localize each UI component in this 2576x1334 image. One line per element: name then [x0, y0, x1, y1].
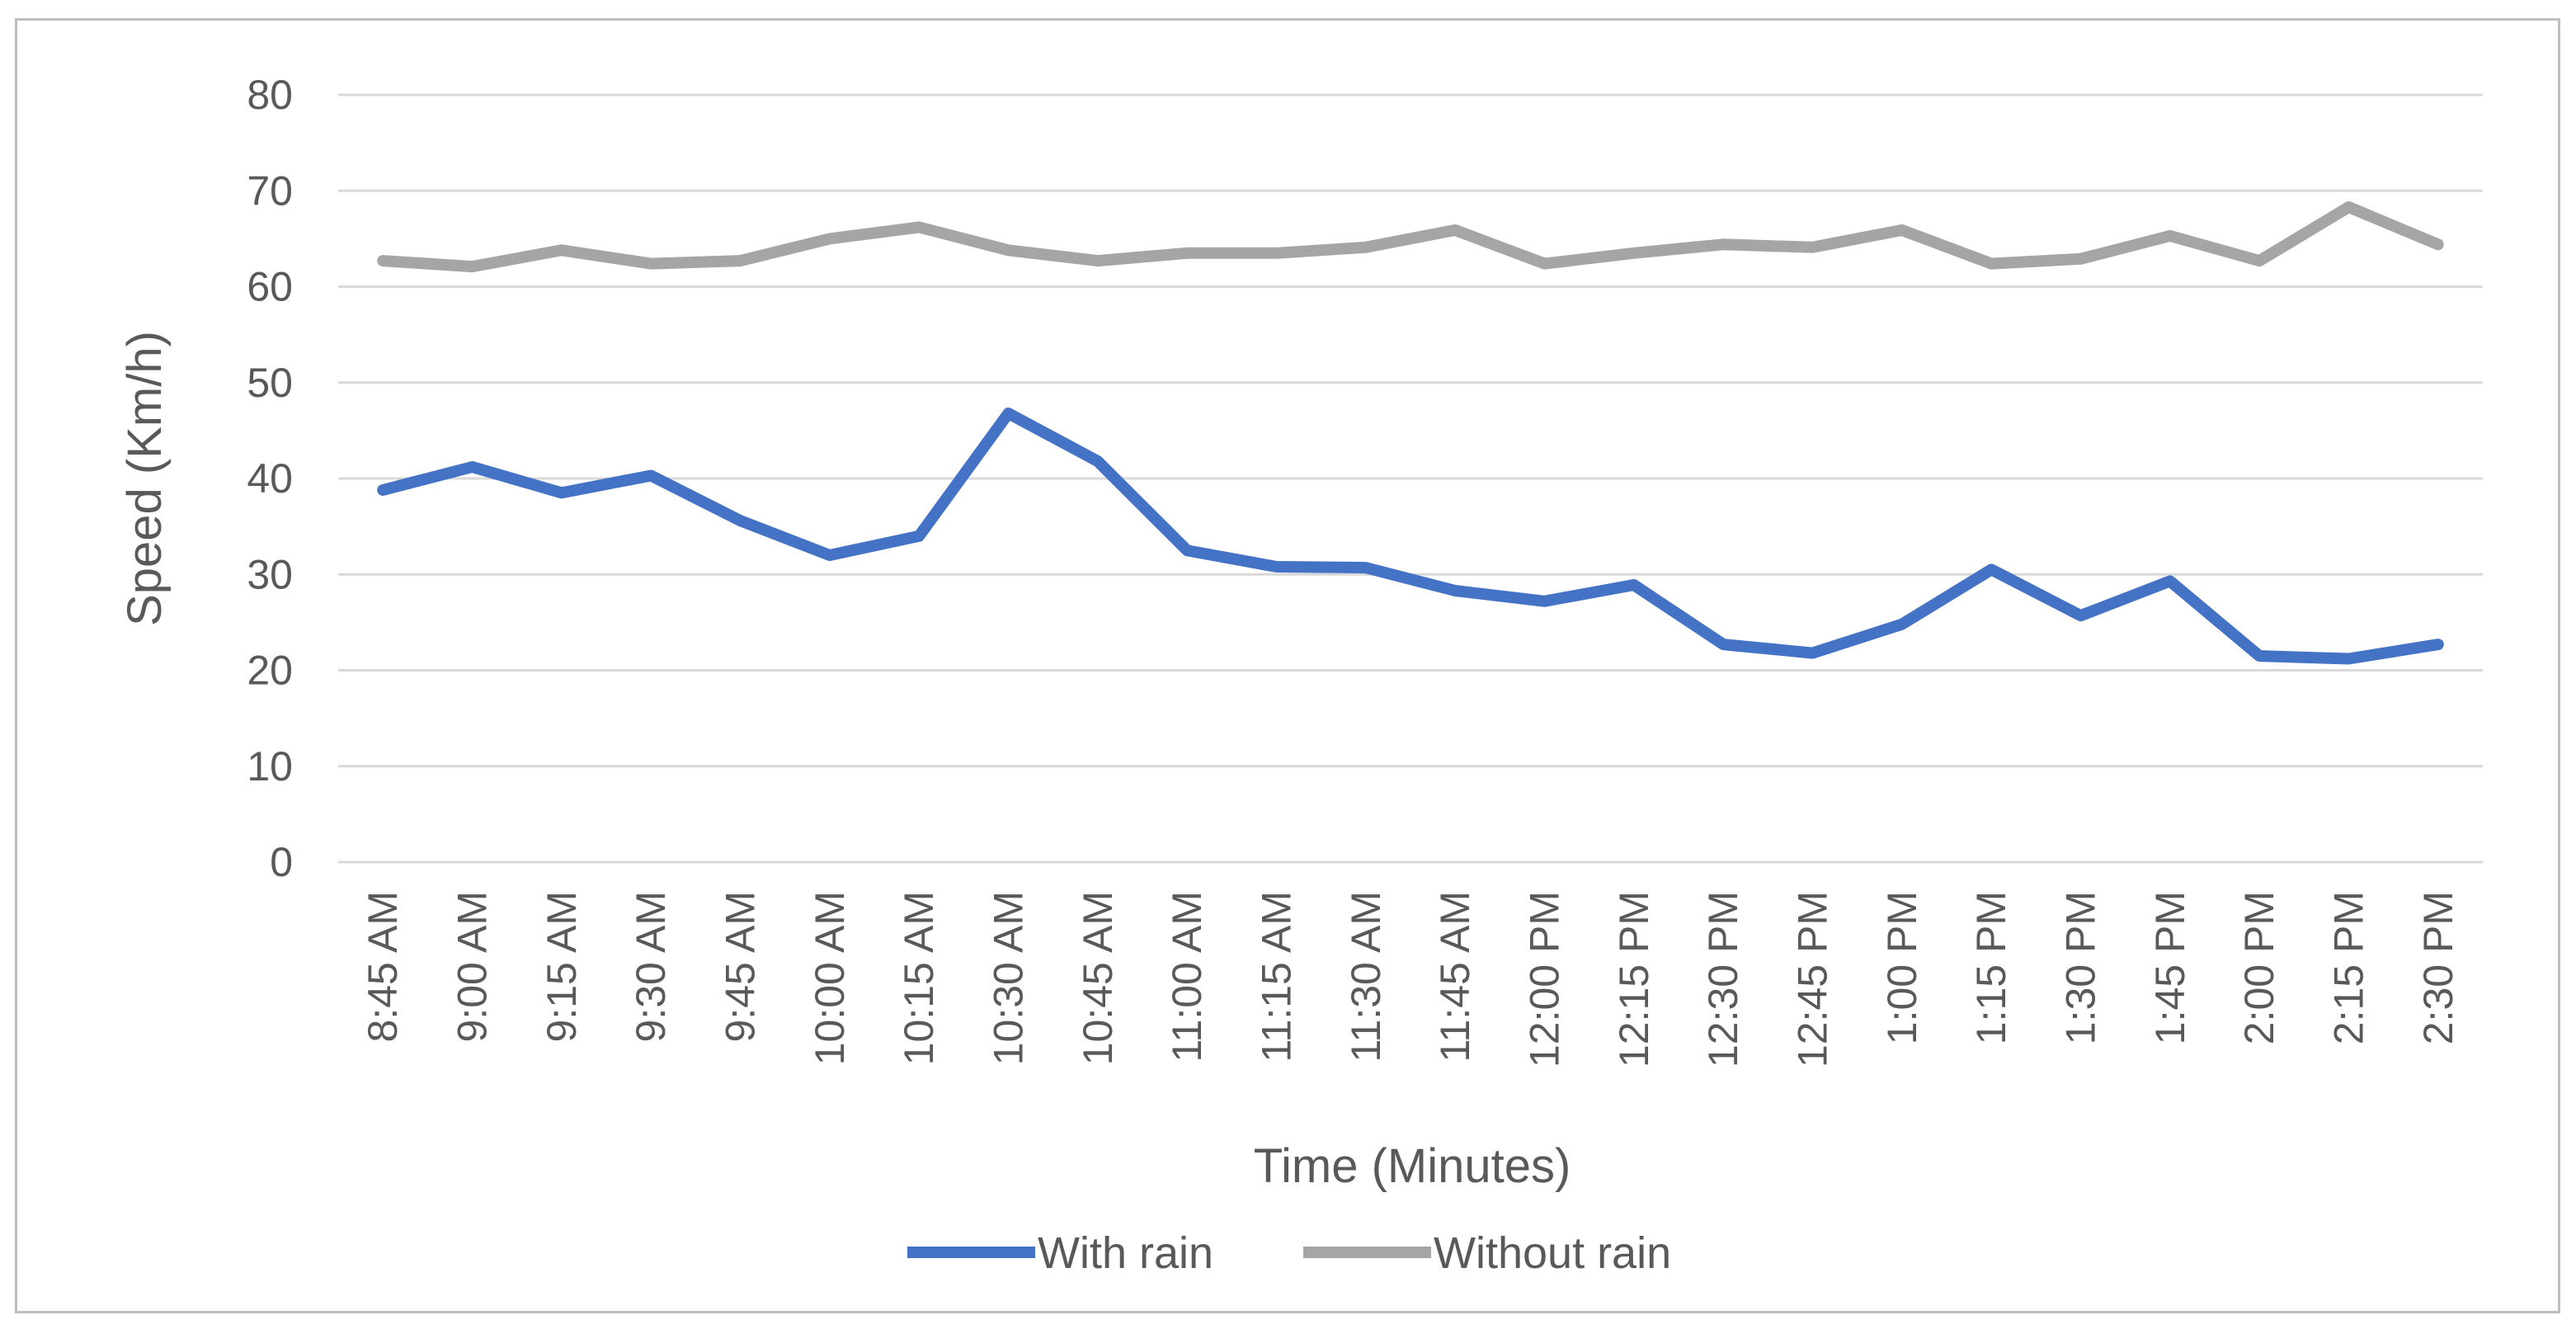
- legend-label-without-rain: Without rain: [1434, 1228, 1671, 1278]
- x-tick-label: 1:15 PM: [1968, 891, 2014, 1044]
- x-axis-title: Time (Minutes): [1254, 1139, 1571, 1193]
- x-tick-label: 10:45 AM: [1075, 891, 1121, 1065]
- x-tick-label: 12:45 PM: [1790, 891, 1836, 1068]
- y-axis-title: Speed (Km/h): [118, 331, 172, 626]
- legend: With rain Without rain: [907, 1228, 1671, 1278]
- x-tick-label: 11:30 AM: [1343, 891, 1389, 1063]
- y-tick-label-40: 40: [247, 455, 293, 502]
- y-tick-label-70: 70: [247, 167, 293, 214]
- x-tick-label: 12:00 PM: [1522, 891, 1568, 1068]
- y-tick-label-20: 20: [247, 648, 293, 694]
- x-tick-label: 9:15 AM: [539, 891, 585, 1042]
- x-tick-label: 10:00 AM: [807, 891, 853, 1065]
- x-tick-label: 8:45 AM: [360, 891, 406, 1042]
- y-tick-label-0: 0: [270, 839, 293, 885]
- series-line-without-rain: [377, 201, 2444, 273]
- x-axis-ticks: 8:45 AM 9:00 AM 9:15 AM 9:30 AM 9:45 AM 10:00…: [360, 891, 2461, 1068]
- x-tick-label: 9:00 AM: [450, 891, 496, 1042]
- x-tick-label: 12:15 PM: [1611, 891, 1657, 1068]
- y-tick-label-10: 10: [247, 743, 293, 790]
- x-tick-label: 11:15 AM: [1254, 891, 1300, 1063]
- x-tick-label: 9:30 AM: [628, 891, 674, 1042]
- chart-frame: [15, 18, 2560, 1313]
- y-axis-ticks: 0 10 20 30 40 50 60 70 80: [247, 72, 293, 885]
- x-tick-label: 11:45 AM: [1432, 891, 1478, 1063]
- x-tick-label: 9:45 AM: [718, 891, 764, 1042]
- legend-label-with-rain: With rain: [1038, 1228, 1213, 1278]
- y-tick-label-30: 30: [247, 551, 293, 597]
- x-tick-label: 12:30 PM: [1700, 891, 1746, 1068]
- series-lines: [377, 201, 2444, 665]
- x-tick-label: 2:15 PM: [2326, 891, 2372, 1044]
- series-line-with-rain: [377, 408, 2444, 665]
- x-tick-label: 10:15 AM: [896, 891, 942, 1065]
- gridlines: [338, 93, 2483, 864]
- y-tick-label-60: 60: [247, 264, 293, 310]
- x-tick-label: 11:00 AM: [1164, 891, 1210, 1063]
- x-tick-label: 2:00 PM: [2236, 891, 2282, 1044]
- x-tick-label: 2:30 PM: [2415, 891, 2461, 1044]
- x-tick-label: 1:30 PM: [2058, 891, 2104, 1044]
- x-tick-label: 1:45 PM: [2147, 891, 2193, 1044]
- y-tick-label-80: 80: [247, 72, 293, 118]
- x-tick-label: 1:00 PM: [1879, 891, 1925, 1044]
- x-tick-label: 10:30 AM: [986, 891, 1032, 1065]
- y-tick-label-50: 50: [247, 360, 293, 406]
